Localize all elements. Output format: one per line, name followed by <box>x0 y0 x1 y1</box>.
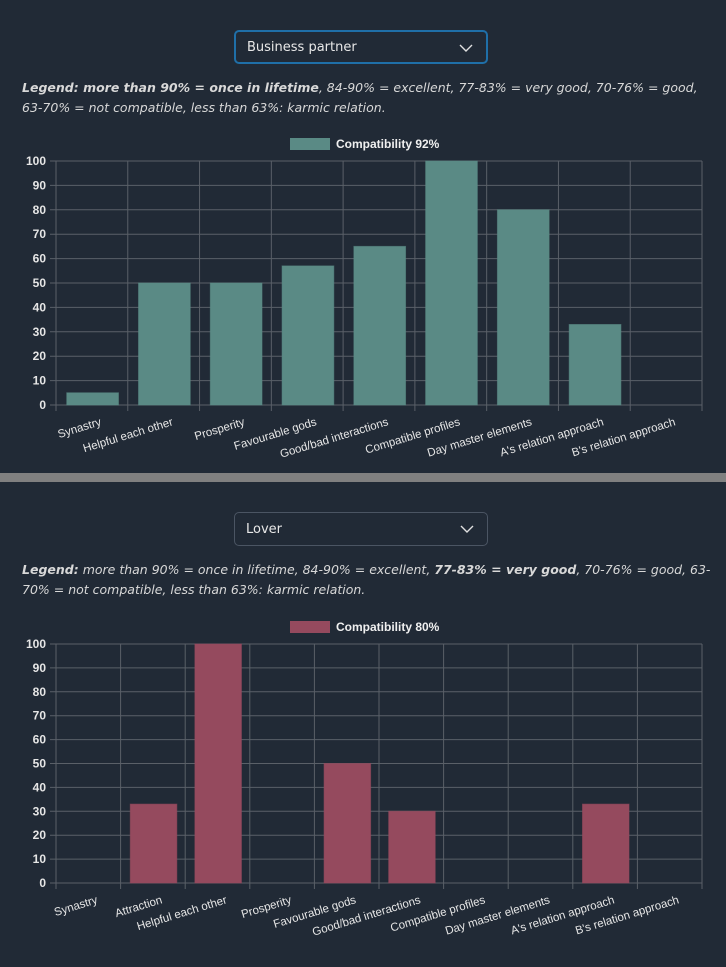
bar[interactable] <box>194 643 242 884</box>
bar[interactable] <box>388 810 436 884</box>
legend-text-part: Legend: <box>22 562 79 577</box>
bar[interactable] <box>581 803 630 884</box>
bar[interactable] <box>129 803 178 884</box>
legend-label: Compatibility 92% <box>336 137 440 151</box>
select-value: Business partner <box>247 39 357 55</box>
legend-label: Compatibility 80% <box>336 620 440 634</box>
chart-legend[interactable]: Compatibility 92% <box>290 137 439 151</box>
relation-type-select[interactable]: Business partner <box>234 30 488 64</box>
x-tick-label: Synastry <box>53 894 100 919</box>
y-tick-label: 20 <box>33 349 47 363</box>
legend-text-part: , 84-90% = excellent, 77-83% = very good… <box>22 80 698 115</box>
bar[interactable] <box>281 265 335 406</box>
legend-text-part: more than 90% = once in lifetime, 84-90%… <box>78 562 435 577</box>
bar[interactable] <box>323 763 372 884</box>
relation-type-select[interactable]: Lover <box>234 512 488 546</box>
bar[interactable] <box>209 282 263 406</box>
legend-swatch <box>290 621 330 633</box>
legend-text-part: Legend: more than 90% = once in lifetime <box>22 80 319 95</box>
y-tick-label: 100 <box>26 154 46 168</box>
y-tick-label: 50 <box>33 757 47 771</box>
y-tick-label: 90 <box>33 178 47 192</box>
legend-swatch <box>290 138 330 150</box>
legend-description: Legend: more than 90% = once in lifetime… <box>22 78 712 118</box>
y-tick-label: 60 <box>33 252 47 266</box>
chevron-down-icon <box>459 44 473 52</box>
y-tick-label: 0 <box>39 398 46 412</box>
section-separator <box>0 473 726 482</box>
y-tick-label: 30 <box>33 804 47 818</box>
legend-text-part: , 70-76% = good, 63-70% = not compatible… <box>22 562 711 597</box>
select-value: Lover <box>246 521 283 537</box>
y-tick-label: 20 <box>33 828 47 842</box>
bar[interactable] <box>568 323 622 406</box>
x-tick-label: Good/bad interactions <box>311 894 422 938</box>
y-tick-label: 60 <box>33 733 47 747</box>
y-tick-label: 100 <box>26 637 46 651</box>
y-tick-label: 40 <box>33 300 47 314</box>
legend-text-part: 77-83% = very good <box>434 562 577 577</box>
y-tick-label: 30 <box>33 325 47 339</box>
bar[interactable] <box>66 392 119 406</box>
bar[interactable] <box>353 245 407 406</box>
y-tick-label: 80 <box>33 203 47 217</box>
x-tick-label: Synastry <box>56 416 103 441</box>
lover-section: Lover Legend: more than 90% = once in li… <box>0 482 726 967</box>
y-tick-label: 80 <box>33 685 47 699</box>
y-tick-label: 40 <box>33 780 47 794</box>
y-tick-label: 70 <box>33 227 47 241</box>
y-tick-label: 0 <box>39 876 46 890</box>
y-tick-label: 70 <box>33 709 47 723</box>
y-tick-label: 10 <box>33 374 47 388</box>
business-partner-section: Business partner Legend: more than 90% =… <box>0 0 726 473</box>
bar[interactable] <box>496 209 550 406</box>
chevron-down-icon <box>460 525 474 533</box>
bar[interactable] <box>425 160 478 406</box>
y-tick-label: 90 <box>33 661 47 675</box>
y-tick-label: 50 <box>33 276 47 290</box>
legend-description: Legend: more than 90% = once in lifetime… <box>22 560 712 600</box>
chart-legend[interactable]: Compatibility 80% <box>290 620 439 634</box>
bar[interactable] <box>138 282 191 406</box>
y-tick-label: 10 <box>33 852 47 866</box>
